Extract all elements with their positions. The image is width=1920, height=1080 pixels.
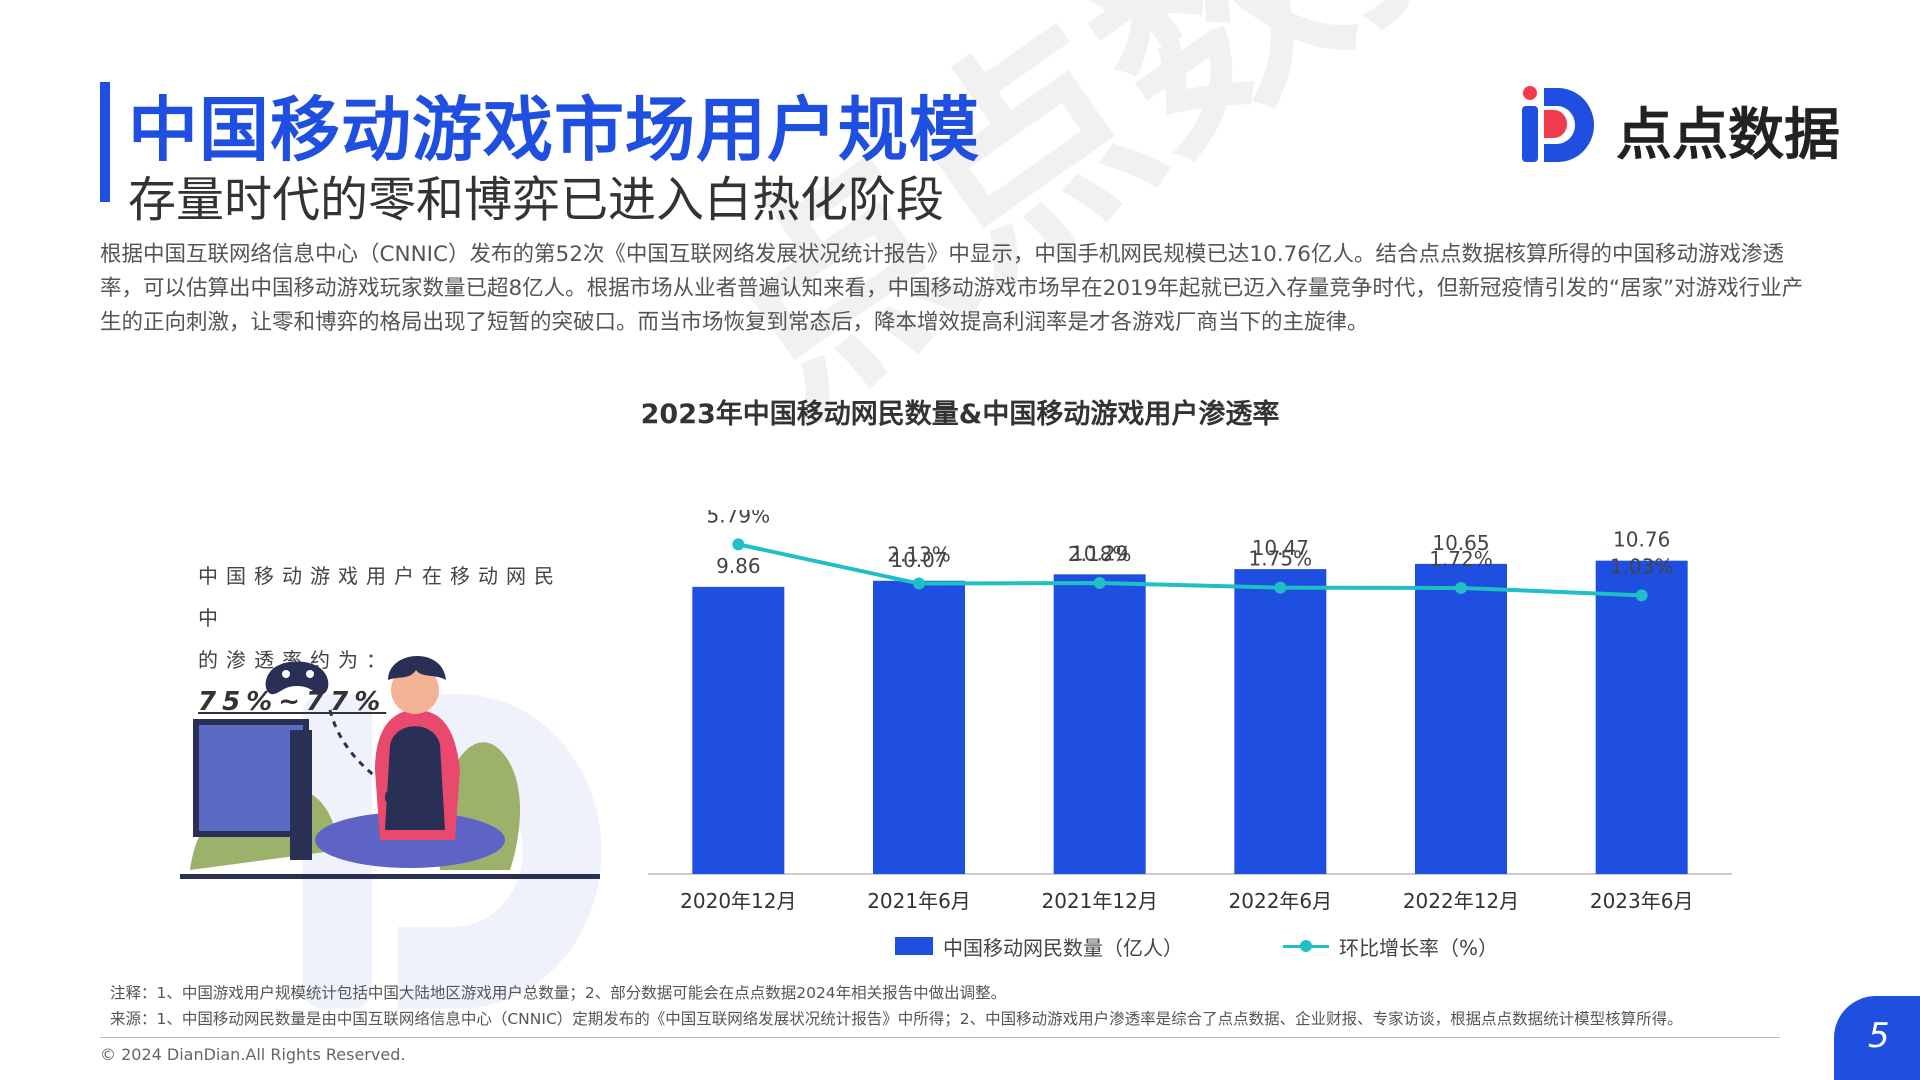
copyright: © 2024 DianDian.All Rights Reserved. — [100, 1045, 406, 1064]
bar-value-label: 10.47 — [1252, 536, 1309, 560]
growth-value-label: 1.75% — [1249, 547, 1313, 571]
note-line-1: 注释：1、中国游戏用户规模统计包括中国大陆地区游戏用户总数量；2、部分数据可能会… — [110, 984, 1007, 1002]
chart-title: 2023年中国移动网民数量&中国移动游戏用户渗透率 — [640, 399, 1280, 430]
source-line: 来源：1、中国移动网民数量是由中国互联网络信息中心（CNNIC）定期发布的《中国… — [110, 1010, 1683, 1028]
dashed-connector — [328, 709, 381, 782]
monitor-icon — [193, 719, 309, 837]
page-subtitle: 存量时代的零和博弈已进入白热化阶段 — [128, 172, 945, 228]
gamer-illustration — [180, 655, 600, 879]
growth-value-label: 2.18% — [1068, 542, 1132, 566]
bar-value-label: 10.76 — [1613, 528, 1670, 552]
growth-point — [732, 538, 745, 551]
hair-shape — [388, 655, 446, 680]
x-tick-label: 2020年12月 — [680, 889, 796, 913]
notes: 注释：1、中国游戏用户规模统计包括中国大陆地区游戏用户总数量；2、部分数据可能会… — [110, 980, 1683, 1032]
growth-point — [1274, 581, 1287, 594]
bar-value-label: 9.86 — [716, 554, 761, 578]
gamepad-icon — [265, 661, 329, 695]
title-accent-bar — [100, 82, 110, 202]
monitor-stand — [290, 730, 312, 860]
head-shape — [391, 666, 439, 714]
bar — [1234, 569, 1327, 874]
bar — [1415, 563, 1507, 874]
growth-value-label: 5.79% — [707, 510, 771, 527]
brand-logo: 点点数据 — [1520, 84, 1840, 168]
x-tick-label: 2023年6月 — [1590, 889, 1694, 913]
legend-swatch-bar — [895, 937, 933, 955]
intro-paragraph: 根据中国互联网络信息中心（CNNIC）发布的第52次《中国互联网络发展状况统计报… — [100, 242, 1804, 335]
callout-line-1: 中国移动游戏用户在移动网民中 — [198, 564, 562, 630]
bar-value-label: 10.07 — [890, 548, 947, 572]
page-badge — [1834, 996, 1920, 1080]
bar — [692, 586, 785, 874]
bar-value-label: 10.29 — [1071, 541, 1128, 565]
page-title: 中国移动游戏市场用户规模 — [128, 89, 980, 171]
chart-plot: 9.86 2020年12月 10.07 2021年6月 10.29 2021年12月 10.… — [648, 510, 1732, 913]
x-tick-label: 2021年12月 — [1041, 889, 1157, 913]
shirt-shape — [385, 726, 445, 830]
legend-swatch-dot — [1300, 940, 1312, 952]
legend-label-line: 环比增长率（%） — [1339, 936, 1499, 960]
growth-line — [737, 542, 1642, 598]
gamepad-button — [306, 670, 314, 678]
bar-value-label: 10.65 — [1432, 531, 1489, 555]
footer-divider — [100, 1037, 1780, 1038]
growth-point — [913, 577, 925, 590]
gamepad-button — [282, 670, 290, 678]
x-tick-label: 2022年6月 — [1229, 889, 1333, 913]
growth-point — [1093, 577, 1106, 590]
growth-value-label: 1.72% — [1429, 547, 1493, 571]
callout-highlight: 75%~77% — [198, 687, 387, 717]
growth-value-label: 2.13% — [887, 543, 951, 567]
growth-point — [1455, 581, 1467, 594]
bar — [1053, 574, 1146, 874]
page-number: 5 — [1868, 1016, 1890, 1056]
ground-line — [180, 874, 600, 879]
bar — [873, 580, 965, 874]
diandian-logo-icon — [1522, 86, 1594, 162]
x-tick-label: 2021年6月 — [867, 889, 971, 913]
x-tick-label: 2022年12月 — [1403, 889, 1519, 913]
bar — [1595, 560, 1688, 874]
growth-value-label: 1.03% — [1610, 554, 1674, 578]
legend-label-bar: 中国移动网民数量（亿人） — [943, 936, 1183, 960]
growth-point — [1635, 589, 1648, 602]
logo-text: 点点数据 — [1616, 103, 1840, 168]
handheld-controller — [385, 790, 425, 804]
